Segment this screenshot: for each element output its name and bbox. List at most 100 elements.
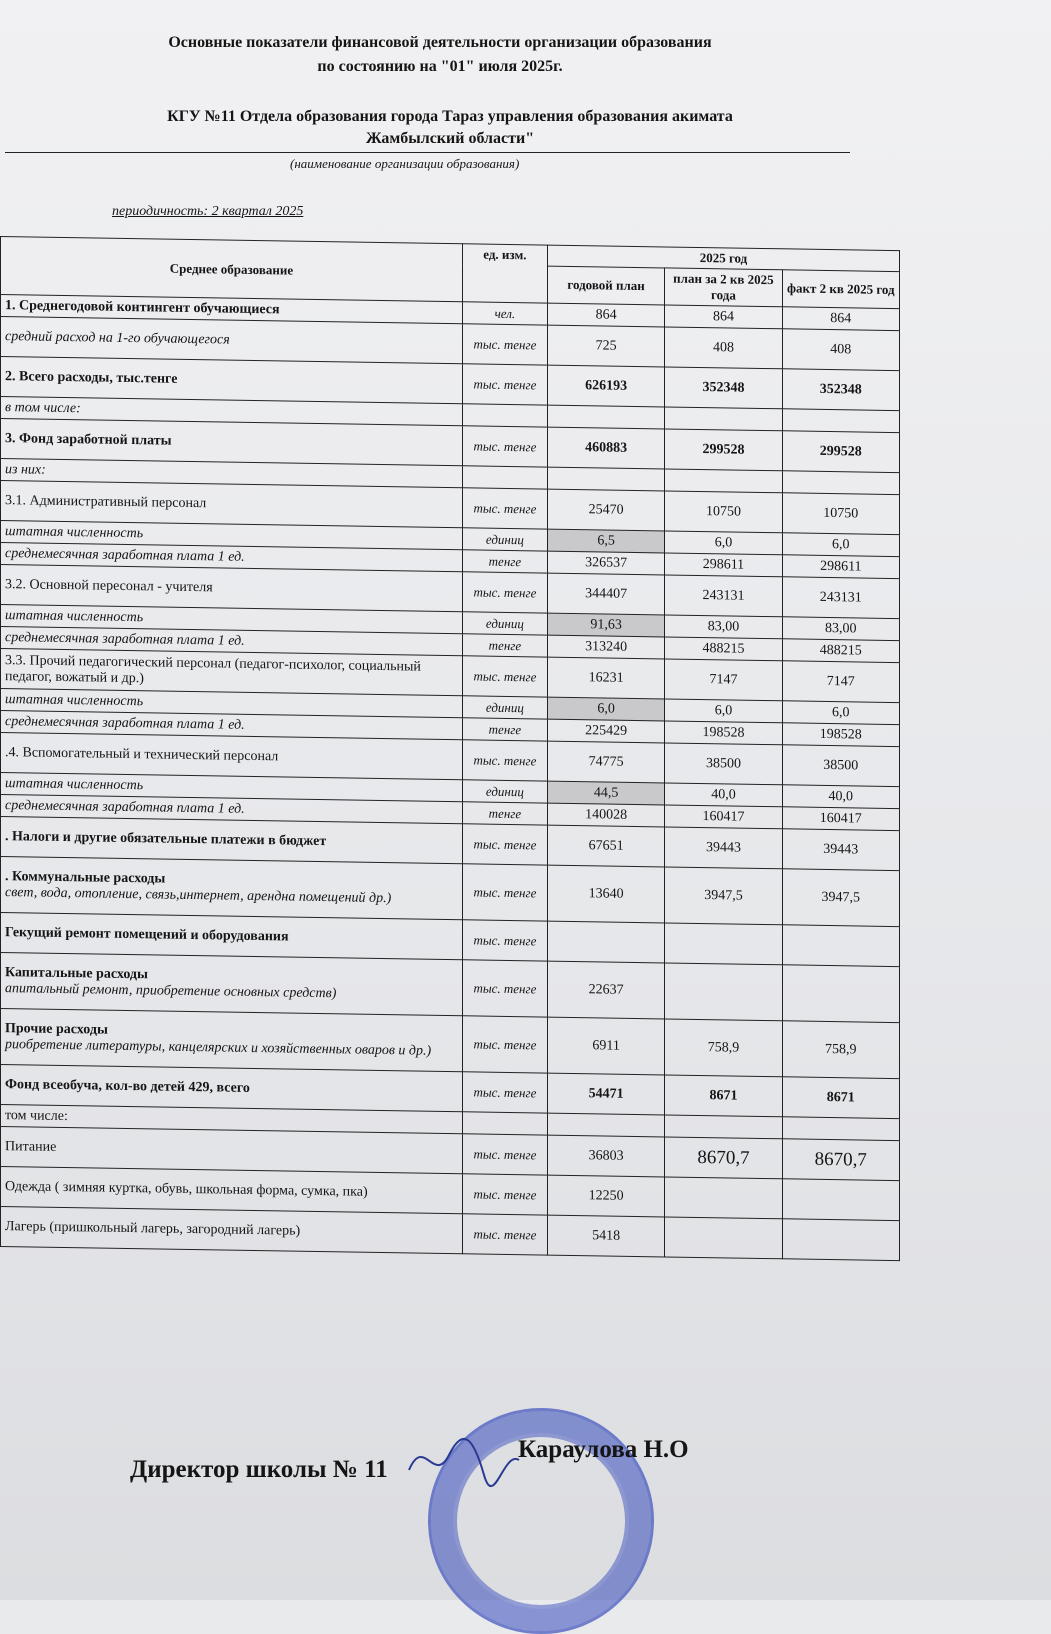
director-name: Караулова Н.О: [518, 1436, 689, 1463]
row-unit: единиц: [462, 611, 548, 636]
cell-annual-plan: 6911: [547, 1017, 665, 1075]
row-unit: тыс. тенге: [462, 863, 548, 922]
cell-q2-fact: 160417: [782, 806, 900, 831]
cell-q2-fact: [782, 1178, 900, 1221]
cell-q2-plan: 6,0: [664, 530, 783, 555]
cell-annual-plan: 5418: [547, 1215, 665, 1257]
cell-annual-plan: 626193: [547, 365, 665, 407]
row-unit: тыс. тенге: [462, 1015, 548, 1074]
row-label: Прочие расходы риобретение литературы, ка…: [0, 1008, 463, 1072]
financial-table: Среднее образование ед. изм. 2025 год го…: [0, 236, 900, 1261]
cell-q2-plan: 8670,7: [664, 1136, 783, 1179]
cell-q2-plan: 38500: [664, 742, 783, 785]
cell-q2-fact: 864: [782, 306, 900, 331]
cell-q2-fact: 8671: [782, 1076, 900, 1119]
periodicity: периодичность: 2 квартал 2025: [112, 204, 304, 219]
cell-q2-plan: [664, 1176, 783, 1219]
cell-q2-plan: 758,9: [664, 1018, 783, 1077]
row-label-text: Лагерь (пришкольный лагерь, загородний л…: [5, 1218, 301, 1239]
cell-q2-plan: 198528: [664, 720, 783, 745]
cell-q2-plan: [664, 468, 783, 493]
row-label-text: . Налоги и другие обязательные платежи в…: [5, 828, 327, 849]
cell-annual-plan: 67651: [547, 825, 665, 867]
cell-q2-plan: [664, 406, 783, 431]
cell-q2-plan: 864: [664, 304, 783, 329]
director-title: Директор школы № 11: [130, 1456, 388, 1483]
cell-annual-plan: 6,5: [547, 529, 665, 553]
cell-annual-plan: 12250: [547, 1175, 665, 1217]
cell-annual-plan: 44,5: [547, 781, 665, 805]
cell-annual-plan: 460883: [547, 427, 665, 469]
row-label-text: 3. Фонд заработной платы: [5, 430, 172, 449]
row-label-text: средний расход на 1-го обучающегося: [5, 328, 230, 348]
org-line-1: КГУ №11 Отдела образования города Тараз …: [167, 108, 733, 125]
row-label-text: .4. Вспомогательный и технический персон…: [5, 744, 279, 764]
row-unit: [462, 1111, 548, 1136]
cell-annual-plan: [547, 405, 665, 429]
cell-q2-fact: 6,0: [782, 532, 900, 557]
cell-q2-plan: 3947,5: [664, 866, 783, 925]
cell-annual-plan: 22637: [547, 961, 665, 1019]
cell-annual-plan: 16231: [547, 657, 665, 699]
cell-annual-plan: 344407: [547, 573, 665, 615]
row-unit: тыс. тенге: [462, 959, 548, 1018]
row-unit: тыс. тенге: [462, 739, 548, 782]
row-unit: единиц: [462, 527, 548, 552]
col-header-unit: ед. изм.: [462, 243, 548, 304]
cell-annual-plan: 25470: [547, 489, 665, 531]
col-header-name: Среднее образование: [0, 236, 463, 302]
cell-annual-plan: 864: [547, 303, 665, 327]
cell-q2-fact: 299528: [782, 430, 900, 473]
cell-q2-fact: 83,00: [782, 616, 900, 641]
row-label-text: 3.3. Прочий педагогический персонал (пед…: [5, 652, 421, 686]
table-body: 1. Среднегодовой контингент обучающиеся ч…: [0, 294, 900, 1261]
organization-name: КГУ №11 Отдела образования города Тараз …: [60, 106, 840, 150]
cell-annual-plan: 36803: [547, 1135, 665, 1177]
row-unit: тыс. тенге: [462, 919, 548, 962]
cell-q2-fact: [782, 924, 900, 967]
cell-q2-plan: 39443: [664, 826, 783, 869]
cell-q2-fact: 3947,5: [782, 868, 900, 927]
row-label: . Коммунальные расходы свет, вода, отопле…: [0, 856, 463, 920]
cell-q2-plan: 7147: [664, 658, 783, 701]
cell-q2-plan: 352348: [664, 366, 783, 409]
row-unit: тыс. тенге: [462, 823, 548, 866]
cell-annual-plan: 725: [547, 325, 665, 367]
cell-q2-fact: 408: [782, 328, 900, 371]
col-header-q2-plan: план за 2 кв 2025 года: [664, 267, 783, 307]
cell-q2-fact: 352348: [782, 368, 900, 411]
row-unit: тыс. тенге: [462, 425, 548, 468]
row-unit: чел.: [462, 301, 548, 326]
cell-q2-fact: 10750: [782, 492, 900, 535]
cell-annual-plan: 54471: [547, 1073, 665, 1115]
cell-q2-fact: 7147: [782, 660, 900, 703]
cell-annual-plan: 225429: [547, 719, 665, 743]
row-unit: тыс. тенге: [462, 571, 548, 614]
cell-annual-plan: 326537: [547, 551, 665, 575]
cell-q2-fact: 6,0: [782, 700, 900, 725]
row-unit: тыс. тенге: [462, 1213, 548, 1256]
signature: [408, 1438, 520, 1487]
row-label: Лагерь (пришкольный лагерь, загородний л…: [0, 1206, 463, 1254]
row-unit: тыс. тенге: [462, 1071, 548, 1114]
cell-annual-plan: 74775: [547, 741, 665, 783]
row-label-text: Одежда ( зимняя куртка, обувь, школьная …: [5, 1178, 368, 1200]
cell-q2-fact: [782, 964, 900, 1023]
cell-q2-fact: 40,0: [782, 784, 900, 809]
cell-q2-fact: 8670,7: [782, 1138, 900, 1181]
row-unit: тыс. тенге: [462, 1133, 548, 1176]
org-caption: (наименование организации образования): [290, 156, 520, 171]
row-unit: тенге: [462, 633, 548, 658]
cell-q2-plan: 488215: [664, 636, 783, 661]
row-unit: тыс. тенге: [462, 487, 548, 530]
row-unit: [462, 403, 548, 428]
cell-q2-plan: 408: [664, 326, 783, 369]
row-label-text: Гекущий ремонт помещений и оборудования: [5, 924, 289, 945]
row-unit: тенге: [462, 549, 548, 574]
cell-q2-fact: [782, 1218, 900, 1261]
cell-q2-plan: 6,0: [664, 698, 783, 723]
cell-q2-plan: 8671: [664, 1074, 783, 1117]
row-unit: единиц: [462, 779, 548, 804]
cell-q2-fact: 198528: [782, 722, 900, 747]
